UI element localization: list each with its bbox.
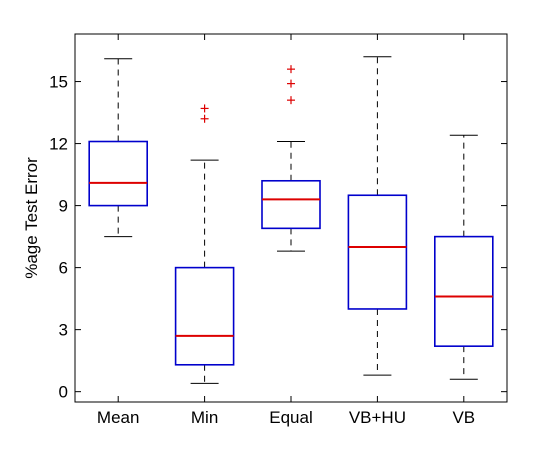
boxes	[88, 56, 494, 384]
y-tick-label: 6	[59, 259, 68, 278]
y-axis-title: %age Test Error	[22, 157, 41, 279]
x-tick-label: Mean	[97, 408, 140, 427]
x-tick-label: Min	[191, 408, 218, 427]
x-axis: Mean Min Equal VB+HU VB	[97, 34, 475, 427]
box-mean	[88, 58, 148, 238]
y-tick-label: 12	[49, 135, 68, 154]
outlier-marker	[200, 114, 209, 123]
iqr-box	[261, 179, 321, 230]
outlier-marker	[200, 104, 209, 113]
iqr-box	[88, 140, 148, 207]
box-vb	[433, 134, 494, 380]
y-tick-label: 9	[59, 197, 68, 216]
iqr-box	[433, 235, 494, 347]
iqr-box	[347, 194, 408, 310]
x-tick-label: VB+HU	[349, 408, 406, 427]
x-tick-label: VB	[452, 408, 475, 427]
box-equal	[261, 65, 321, 252]
outlier-marker	[287, 79, 295, 88]
box-vb-hu	[347, 56, 408, 376]
outlier-marker	[287, 65, 295, 74]
y-tick-label: 15	[49, 73, 68, 92]
y-tick-label: 0	[59, 383, 68, 402]
y-tick-label: 3	[59, 321, 68, 340]
iqr-box	[174, 266, 235, 366]
x-tick-label: Equal	[269, 408, 312, 427]
y-axis: 0 3 6 9 12 15	[49, 73, 507, 402]
outlier-marker	[287, 96, 295, 105]
box-min	[174, 104, 235, 384]
